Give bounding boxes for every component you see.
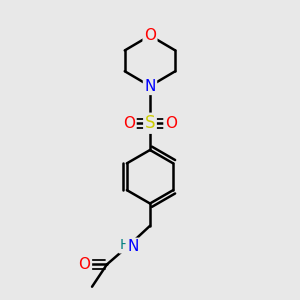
Text: O: O [144, 28, 156, 43]
Text: O: O [79, 257, 91, 272]
Text: O: O [165, 116, 177, 131]
Text: H: H [119, 238, 130, 252]
Text: S: S [145, 114, 155, 132]
Text: N: N [127, 239, 138, 254]
Text: N: N [144, 79, 156, 94]
Text: O: O [123, 116, 135, 131]
